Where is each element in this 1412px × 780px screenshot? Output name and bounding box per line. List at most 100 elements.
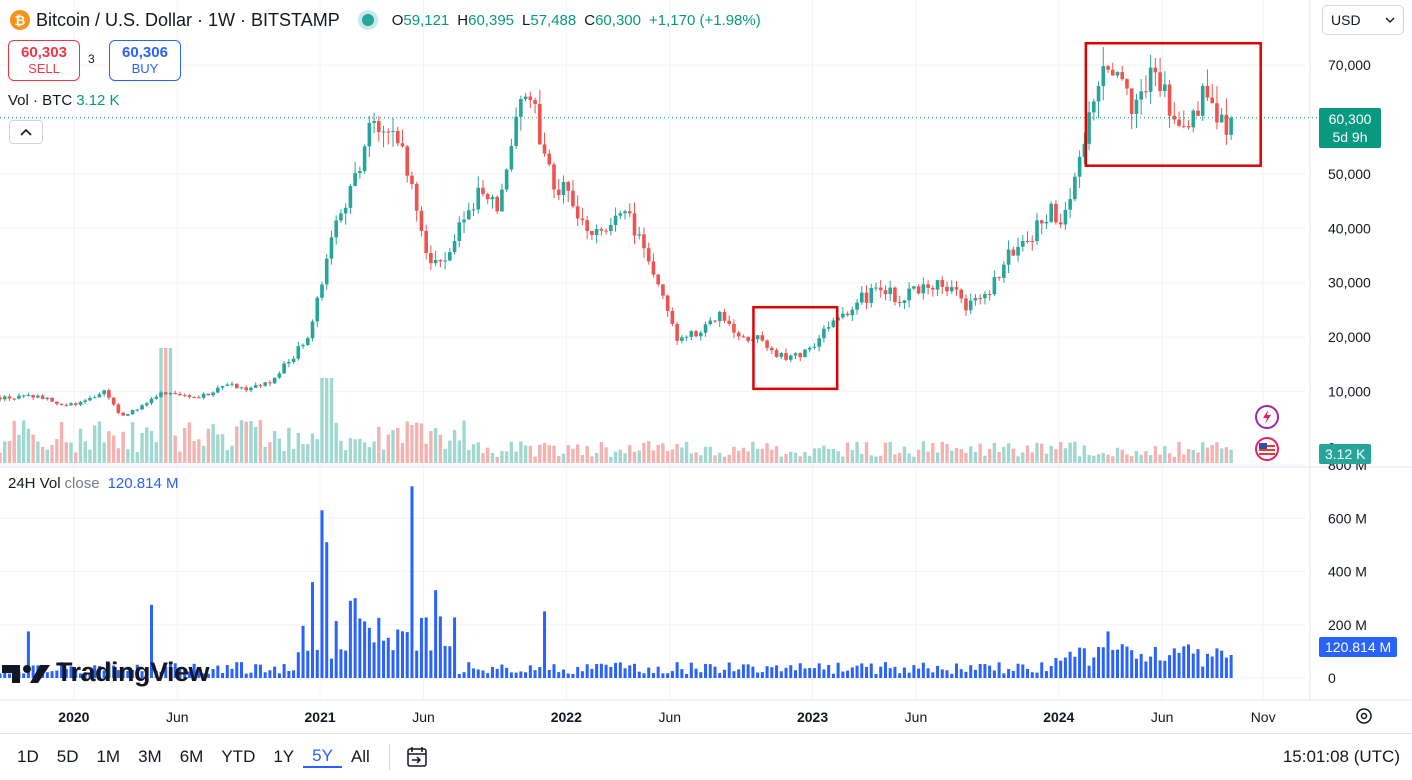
volume-bar bbox=[571, 448, 575, 463]
candle-body bbox=[429, 252, 433, 264]
symbol-title[interactable]: Bitcoin / U.S. Dollar · 1W · BITSTAMP bbox=[36, 9, 340, 30]
volume-bar bbox=[126, 449, 130, 463]
candle-body bbox=[163, 392, 168, 395]
sell-price: 60,303 bbox=[21, 44, 67, 62]
sub-volume-bar bbox=[874, 673, 878, 678]
sub-volume-bar bbox=[145, 673, 149, 678]
sub-volume-bar bbox=[1177, 652, 1181, 678]
candle-body bbox=[424, 230, 428, 253]
volume-bar bbox=[557, 456, 561, 463]
range-3m[interactable]: 3M bbox=[138, 747, 162, 766]
sub-volume-bar bbox=[1092, 657, 1096, 678]
currency-select[interactable]: USD bbox=[1322, 5, 1404, 35]
volume-bar bbox=[1073, 441, 1077, 463]
volume-bar bbox=[1163, 446, 1167, 463]
volume-bar bbox=[1021, 452, 1025, 463]
range-ytd[interactable]: YTD bbox=[221, 747, 256, 766]
sub-volume-bar bbox=[628, 665, 632, 678]
volume-bar bbox=[973, 451, 978, 463]
sub-volume-bar bbox=[225, 665, 229, 678]
candle-body bbox=[182, 395, 187, 397]
time-tick-label: 2021 bbox=[305, 709, 336, 725]
time-tick-label: Jun bbox=[658, 709, 681, 725]
candle-body bbox=[1006, 249, 1011, 265]
candle-body bbox=[277, 373, 282, 378]
sub-volume-bar bbox=[988, 665, 992, 678]
sub-volume-bar bbox=[1040, 662, 1044, 678]
utc-clock[interactable]: 15:01:08 (UTC) bbox=[1282, 747, 1400, 766]
sub-volume-legend[interactable]: 24H Vol close 120.814 M bbox=[8, 475, 178, 492]
range-5d[interactable]: 5D bbox=[56, 747, 79, 766]
volume-bar bbox=[1035, 442, 1039, 463]
date-range-icon[interactable] bbox=[404, 744, 430, 770]
volume-bar bbox=[921, 441, 926, 463]
sub-volume-bar bbox=[1182, 646, 1186, 678]
candle-body bbox=[722, 311, 727, 321]
chart-grid bbox=[0, 0, 1412, 701]
candle-body bbox=[708, 320, 713, 325]
volume-bar bbox=[334, 422, 338, 463]
range-5y[interactable]: 5Y bbox=[303, 746, 342, 768]
range-all[interactable]: All bbox=[350, 747, 370, 766]
lightning-alert-icon[interactable] bbox=[1254, 404, 1280, 430]
volume-bar bbox=[21, 420, 26, 463]
candle-body bbox=[17, 395, 21, 399]
volume-bar bbox=[277, 438, 282, 463]
candle-body bbox=[902, 300, 907, 303]
sub-volume-mode: close bbox=[64, 475, 100, 492]
volume-bar bbox=[173, 435, 177, 463]
sub-volume-bar bbox=[254, 664, 258, 678]
candle-body bbox=[826, 327, 831, 329]
bottom-toolbar: 1D 5D 1M 3M 6M YTD 1Y 5Y All 15:01:08 (UTC) bbox=[0, 733, 1412, 780]
volume-bar bbox=[45, 449, 50, 463]
tradingview-logo[interactable]: TradingView bbox=[0, 657, 210, 688]
sub-volume-bar bbox=[216, 665, 220, 678]
candle-body bbox=[168, 392, 173, 395]
collapse-legend-button[interactable] bbox=[9, 120, 43, 144]
sub-volume-bar bbox=[746, 664, 750, 678]
range-1d[interactable]: 1D bbox=[17, 747, 39, 766]
sub-volume-bar bbox=[306, 650, 310, 678]
volume-bar bbox=[874, 456, 878, 463]
volume-bar bbox=[689, 453, 694, 463]
sub-volume-bar bbox=[173, 663, 177, 678]
range-6m[interactable]: 6M bbox=[179, 747, 204, 766]
range-1y[interactable]: 1Y bbox=[273, 747, 295, 766]
candle-body bbox=[334, 220, 338, 238]
candle-body bbox=[992, 277, 997, 295]
volume-bar bbox=[684, 441, 689, 463]
volume-bar bbox=[339, 440, 343, 463]
volume-bar bbox=[935, 452, 940, 463]
sub-volume-bar bbox=[623, 668, 627, 678]
candle-body bbox=[206, 393, 211, 396]
volume-bar bbox=[1082, 445, 1087, 463]
sub-volume-bar bbox=[183, 668, 187, 678]
sub-volume-bar bbox=[1215, 648, 1219, 678]
chart-canvas[interactable]: 10,00020,00030,00040,00050,00060,00070,0… bbox=[0, 0, 1412, 733]
candle-body bbox=[268, 382, 272, 384]
spread-value: 3 bbox=[88, 52, 95, 66]
candle-body bbox=[244, 387, 249, 391]
highlight-box bbox=[1084, 41, 1262, 167]
range-1m[interactable]: 1M bbox=[96, 747, 121, 766]
candle-body bbox=[438, 259, 443, 262]
candle-body bbox=[1144, 91, 1148, 93]
sub-volume-bar bbox=[410, 486, 414, 678]
volume-bar bbox=[656, 444, 660, 463]
candle-body bbox=[746, 336, 750, 341]
volume-bars bbox=[0, 348, 1233, 463]
ohlc-high: 60,395 bbox=[468, 11, 515, 29]
volume-bar bbox=[789, 451, 793, 463]
sub-volume-bar bbox=[88, 672, 92, 678]
candle-body bbox=[987, 294, 992, 296]
volume-bar bbox=[74, 452, 78, 463]
sell-button[interactable]: 60,303 SELL bbox=[8, 40, 80, 81]
volume-bar bbox=[514, 451, 518, 463]
volume-bar bbox=[36, 441, 40, 463]
volume-legend[interactable]: Vol · BTC 3.12 K bbox=[8, 92, 120, 109]
candle-body bbox=[239, 387, 244, 389]
us-flag-icon[interactable] bbox=[1254, 436, 1280, 462]
candle-body bbox=[372, 121, 376, 123]
buy-button[interactable]: 60,306 BUY bbox=[109, 40, 181, 81]
volume-bar bbox=[1182, 454, 1186, 463]
